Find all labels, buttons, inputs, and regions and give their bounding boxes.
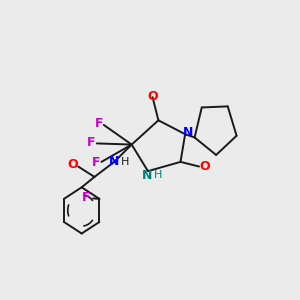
- Text: O: O: [200, 160, 210, 173]
- Text: F: F: [92, 156, 100, 169]
- Text: H: H: [154, 170, 162, 180]
- Text: F: F: [82, 191, 90, 204]
- Text: H: H: [121, 157, 129, 167]
- Text: F: F: [94, 117, 103, 130]
- Text: N: N: [109, 155, 119, 168]
- Text: F: F: [87, 136, 95, 149]
- Text: O: O: [147, 90, 158, 103]
- Text: N: N: [183, 126, 193, 139]
- Text: O: O: [68, 158, 78, 171]
- Text: N: N: [142, 169, 152, 182]
